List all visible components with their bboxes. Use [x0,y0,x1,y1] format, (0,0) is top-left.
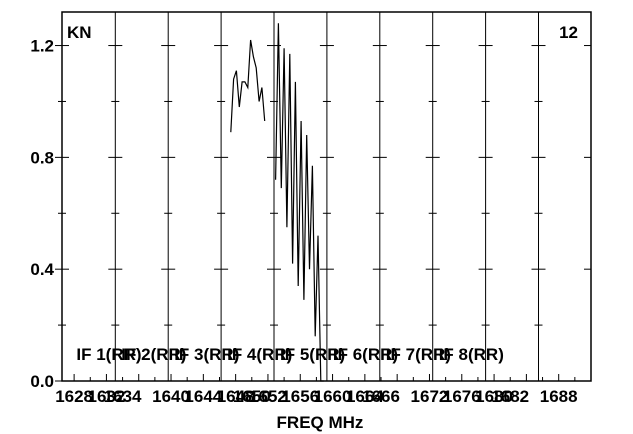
x-tick-label: 1656 [281,387,319,406]
y-tick-label: 1.2 [30,37,54,56]
panel-labels: IF 1(RR)IF 2(RR)IF 3(RR)IF 4(RR)IF 5(RR)… [76,345,503,364]
x-tick-label: 1648 [217,387,255,406]
x-tick-label: 1666 [362,387,400,406]
series-line [275,23,324,382]
series-line [230,39,266,133]
x-tick-label: 1640 [152,387,190,406]
x-tick-label: 1672 [411,387,449,406]
y-tick-label: 0.0 [30,372,54,391]
y-tick-label: 0.4 [30,260,54,279]
x-tick-label: 1676 [443,387,481,406]
x-tick-label: 1660 [314,387,352,406]
x-tick-label: 1680 [475,387,513,406]
panel-label: IF 7(RR) [386,345,451,364]
panel-label: IF 1(RR) [76,345,141,364]
x-tick-label: 1628 [55,387,93,406]
x-tick-label: 1650 [233,387,271,406]
data-series [230,23,324,382]
y-tick-labels: 0.0 0.4 0.8 1.2 [30,37,54,391]
panel-dividers [114,12,540,381]
panel-label: IF 5(RR) [280,345,345,364]
x-axis-title: FREQ MHz [277,413,364,432]
x-tick-label: 1688 [540,387,578,406]
x-tick-label: 1634 [104,387,142,406]
x-tick-label: 1632 [88,387,126,406]
panel-label: IF 3(RR) [174,345,239,364]
chart-title-left: KN [67,23,92,42]
panel-label: IF 6(RR) [333,345,398,364]
x-tick-label: 1664 [346,387,384,406]
panel-label: IF 8(RR) [439,345,504,364]
axis-ticks [55,45,591,382]
x-tick-label: 1644 [184,387,222,406]
x-tick-label: 1682 [491,387,529,406]
panel-label: IF 4(RR) [227,345,292,364]
y-tick-label: 0.8 [30,148,54,167]
chart-title-right: 12 [559,23,578,42]
panel-label: IF 2(RR) [121,345,186,364]
x-tick-label: 1652 [249,387,287,406]
